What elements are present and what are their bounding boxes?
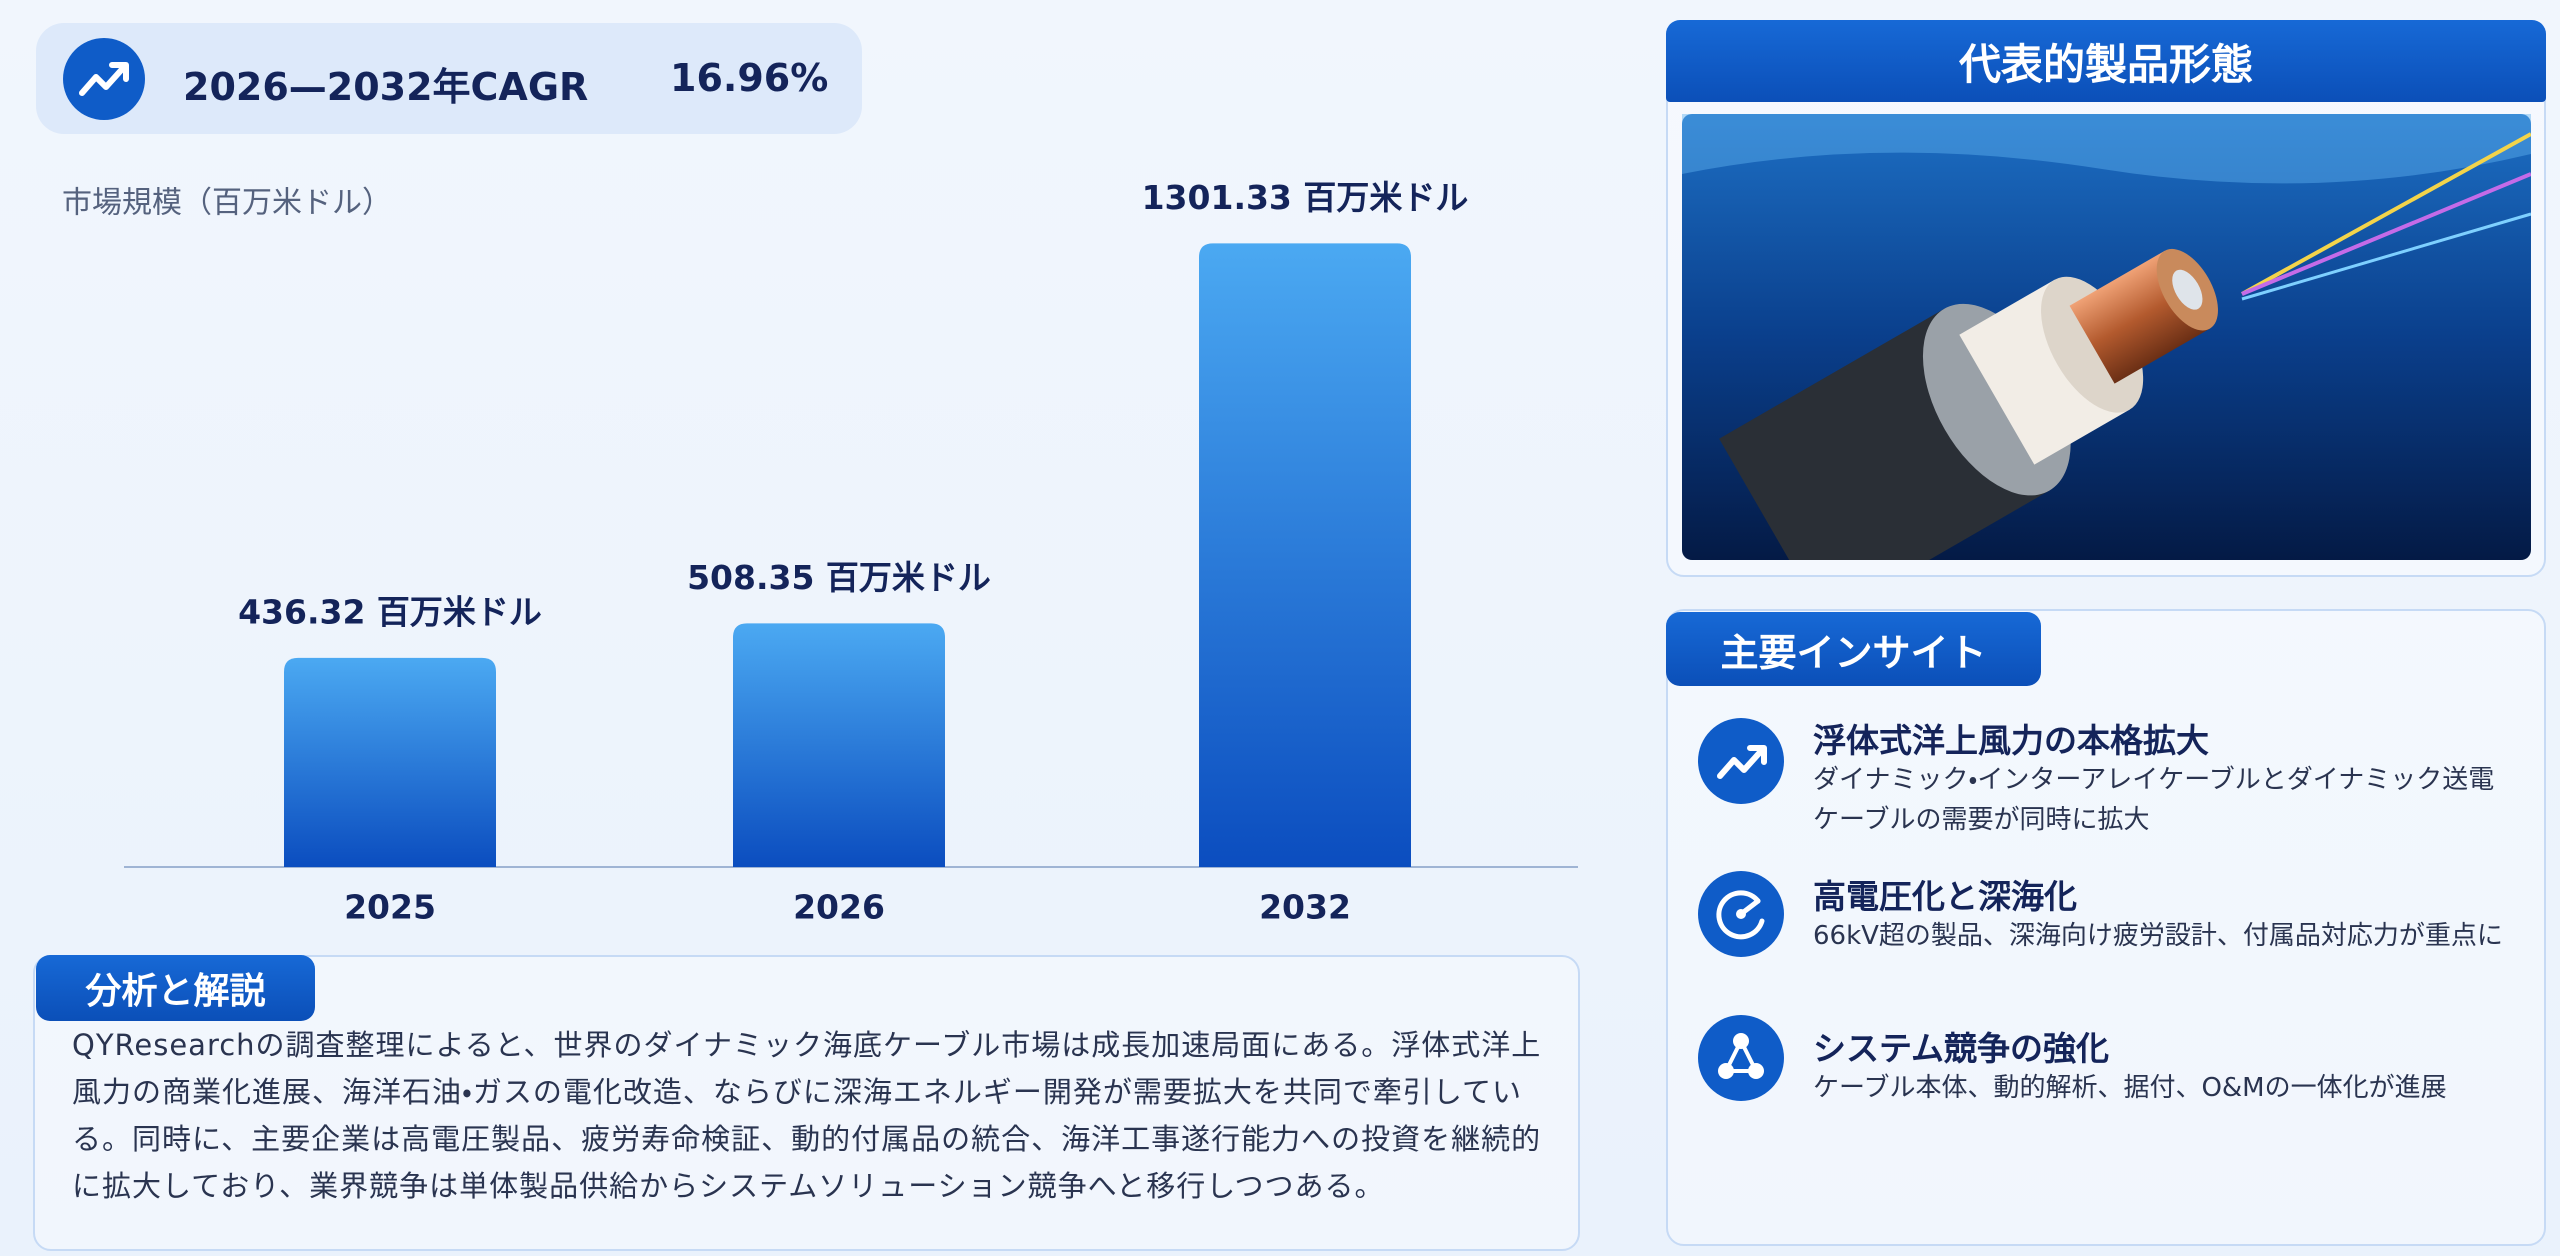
insight-icon bbox=[1698, 871, 1784, 957]
product-title: 代表的製品形態 bbox=[1666, 20, 2546, 102]
analysis-text: QYResearchの調査整理によると、世界のダイナミック海底ケーブル市場は成長… bbox=[72, 1028, 1542, 1203]
y-axis-label: 市場規模（百万米ドル） bbox=[62, 186, 392, 221]
insight-title: 浮体式洋上風力の本格拡大 bbox=[1813, 721, 2209, 760]
insight-title: 高電圧化と深海化 bbox=[1813, 877, 2077, 916]
cagr-icon bbox=[63, 38, 145, 120]
cagr-pill bbox=[36, 23, 862, 134]
x-tick-label: 2026 bbox=[793, 888, 885, 927]
analysis-title: 分析と解説 bbox=[36, 955, 315, 1021]
x-tick-label: 2025 bbox=[344, 888, 436, 927]
cagr-value: 16.96% bbox=[670, 56, 829, 100]
insight-title: システム競争の強化 bbox=[1813, 1029, 2110, 1068]
value-label: 508.35 百万米ドル bbox=[687, 558, 991, 597]
value-label: 1301.33 百万米ドル bbox=[1142, 178, 1469, 217]
insights-panel bbox=[1666, 609, 2546, 1246]
bar bbox=[284, 657, 496, 867]
insight-text: 66kV超の製品、深海向け疲労設計、付属品対応力が重点に bbox=[1813, 921, 2503, 951]
insight-text: ケーブル本体、動的解析、据付、O&Mの一体化が進展 bbox=[1813, 1073, 2447, 1103]
value-label: 436.32 百万米ドル bbox=[238, 592, 542, 631]
bar bbox=[1199, 243, 1411, 867]
insight-text: ダイナミック・インターアレイケーブルとダイナミック送電ケーブルの需要が同時に拡大 bbox=[1813, 765, 2495, 835]
product-image bbox=[1682, 114, 2531, 560]
insight-icon bbox=[1698, 1015, 1784, 1101]
insight-icon bbox=[1698, 718, 1784, 804]
x-tick-label: 2032 bbox=[1259, 888, 1351, 927]
insights-title: 主要インサイト bbox=[1666, 612, 2041, 686]
cagr-label: 2026—2032年CAGR bbox=[183, 65, 589, 109]
bar bbox=[733, 623, 945, 867]
chart: 市場規模（百万米ドル） 436.32 百万米ドル 2025 508.35 百万米ドル… bbox=[62, 178, 1578, 927]
